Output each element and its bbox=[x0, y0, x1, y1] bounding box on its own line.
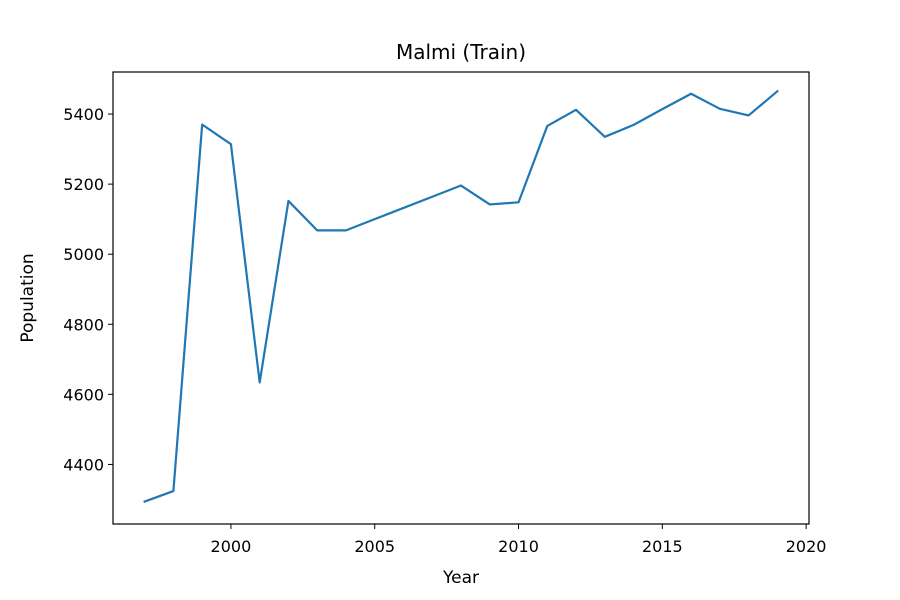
x-tick-label: 2015 bbox=[642, 537, 683, 556]
plot-area bbox=[112, 71, 810, 525]
x-tick-label: 2020 bbox=[786, 537, 827, 556]
series-layer bbox=[143, 89, 779, 503]
series-line bbox=[143, 89, 779, 503]
chart-title: Malmi (Train) bbox=[396, 40, 526, 64]
x-axis-ticks: 2000 2005 2010 2015 2020 bbox=[211, 524, 827, 556]
y-tick-label: 5200 bbox=[63, 175, 104, 194]
x-tick-label: 2005 bbox=[354, 537, 395, 556]
y-tick-label: 4400 bbox=[63, 455, 104, 474]
x-tick-label: 2010 bbox=[498, 537, 539, 556]
y-axis-title: Population bbox=[18, 253, 38, 342]
x-axis-title: Year bbox=[442, 568, 479, 588]
y-tick-label: 4600 bbox=[63, 385, 104, 404]
y-tick-label: 4800 bbox=[63, 315, 104, 334]
axes-frame bbox=[112, 71, 810, 525]
x-tick-label: 2000 bbox=[211, 537, 252, 556]
y-tick-label: 5400 bbox=[63, 105, 104, 124]
y-axis-ticks: 4400 4600 4800 5000 5200 5400 bbox=[63, 105, 113, 474]
y-tick-label: 5000 bbox=[63, 245, 104, 264]
